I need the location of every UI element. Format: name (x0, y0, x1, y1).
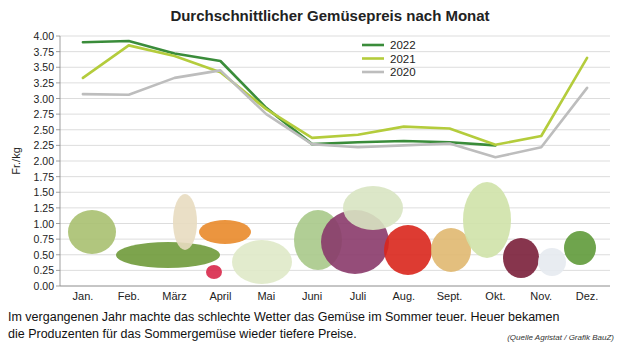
source: (Quelle Agristat / Grafik BauZ) (507, 333, 614, 342)
vegetable (206, 265, 222, 279)
legend-label: 2022 (390, 39, 416, 51)
legend-swatch (362, 57, 384, 60)
y-axis-line (60, 36, 61, 286)
series-lines (83, 41, 587, 157)
grid-line (60, 176, 610, 177)
grid-line (60, 36, 610, 37)
vegetable (173, 194, 197, 250)
grid-line (60, 98, 610, 99)
x-tick-label: Jan. (73, 290, 94, 302)
y-tick (56, 270, 60, 271)
y-tick (56, 82, 60, 83)
vegetable (384, 225, 432, 275)
y-tick-label: 1.25 (34, 202, 55, 214)
grid-line (60, 161, 610, 162)
x-tick-label: Aug. (392, 290, 415, 302)
y-tick-label: 0.50 (34, 249, 55, 261)
x-tick-label: Mai (257, 290, 275, 302)
y-tick-label: 2.25 (34, 139, 55, 151)
x-axis-line (60, 286, 610, 287)
y-tick-label: 3.75 (34, 46, 55, 58)
y-tick-label: 0.75 (34, 233, 55, 245)
grid: 0.00 0.25 0.50 0.75 1.00 1.25 1.50 1.75 2.00 2.25… (34, 30, 610, 292)
caption: die Produzenten für das Sommergemüse wie… (8, 327, 357, 341)
y-tick (56, 286, 60, 287)
y-axis-label: Fr./kg (10, 147, 22, 175)
caption: Im vergangenen Jahr machte das schlechte… (8, 310, 559, 324)
legend-label: 2020 (390, 66, 416, 78)
title: Durchschnittlicher Gemüsepreis nach Mona… (170, 7, 489, 24)
y-tick (56, 98, 60, 99)
grid-line (60, 286, 610, 287)
x-tick-label: Juni (302, 290, 322, 302)
x-tick-label: Dez. (576, 290, 599, 302)
vegetable (503, 238, 539, 278)
legend-swatch (362, 44, 384, 47)
y-tick (56, 161, 60, 162)
x-tick-label: Juli (350, 290, 367, 302)
vegetable (343, 186, 403, 230)
legend-swatch (362, 71, 384, 74)
y-tick-label: 0.25 (34, 264, 55, 276)
vegetable (68, 210, 116, 254)
vegetable (116, 242, 220, 268)
vegetable (232, 240, 292, 284)
y-tick (56, 254, 60, 255)
y-tick-label: 3.00 (34, 93, 55, 105)
y-tick (56, 114, 60, 115)
grid-line (60, 51, 610, 52)
grid-line (60, 82, 610, 83)
y-tick-label: 0.00 (34, 280, 55, 292)
series-line (83, 70, 587, 157)
y-tick-label: 2.00 (34, 155, 55, 167)
grid-line (60, 207, 610, 208)
y-tick (56, 176, 60, 177)
y-tick-label: 4.00 (34, 30, 55, 42)
y-tick (56, 192, 60, 193)
x-tick-label: Feb. (118, 290, 140, 302)
y-tick-label: 1.75 (34, 171, 55, 183)
vegetable (538, 248, 566, 276)
y-tick (56, 223, 60, 224)
y-tick (56, 207, 60, 208)
vegetable-decoration (68, 182, 596, 284)
grid-line (60, 114, 610, 115)
vegetable (564, 231, 596, 265)
grid-line (60, 129, 610, 130)
y-tick-label: 2.50 (34, 124, 55, 136)
series-line (83, 45, 587, 144)
legend-label: 2021 (390, 53, 416, 65)
chart: Durchschnittlicher Gemüsepreis nach Mona… (0, 0, 620, 350)
y-tick (56, 145, 60, 146)
x-tick-label: Okt. (485, 290, 505, 302)
grid-line (60, 192, 610, 193)
y-tick-label: 3.50 (34, 61, 55, 73)
vegetable (199, 220, 251, 244)
y-tick (56, 239, 60, 240)
x-tick-label: März (162, 290, 186, 302)
x-tick-label: April (209, 290, 231, 302)
x-tick-label: Nov. (530, 290, 552, 302)
y-tick (56, 129, 60, 130)
y-tick (56, 67, 60, 68)
y-tick (56, 51, 60, 52)
x-tick-label: Sept. (437, 290, 463, 302)
legend: 2022 20212020 (362, 39, 416, 78)
y-tick-label: 3.25 (34, 77, 55, 89)
grid-line (60, 67, 610, 68)
y-tick-label: 2.75 (34, 108, 55, 120)
y-tick-label: 1.00 (34, 218, 55, 230)
vegetable (463, 182, 511, 258)
y-tick-label: 1.50 (34, 186, 55, 198)
y-tick (56, 36, 60, 37)
